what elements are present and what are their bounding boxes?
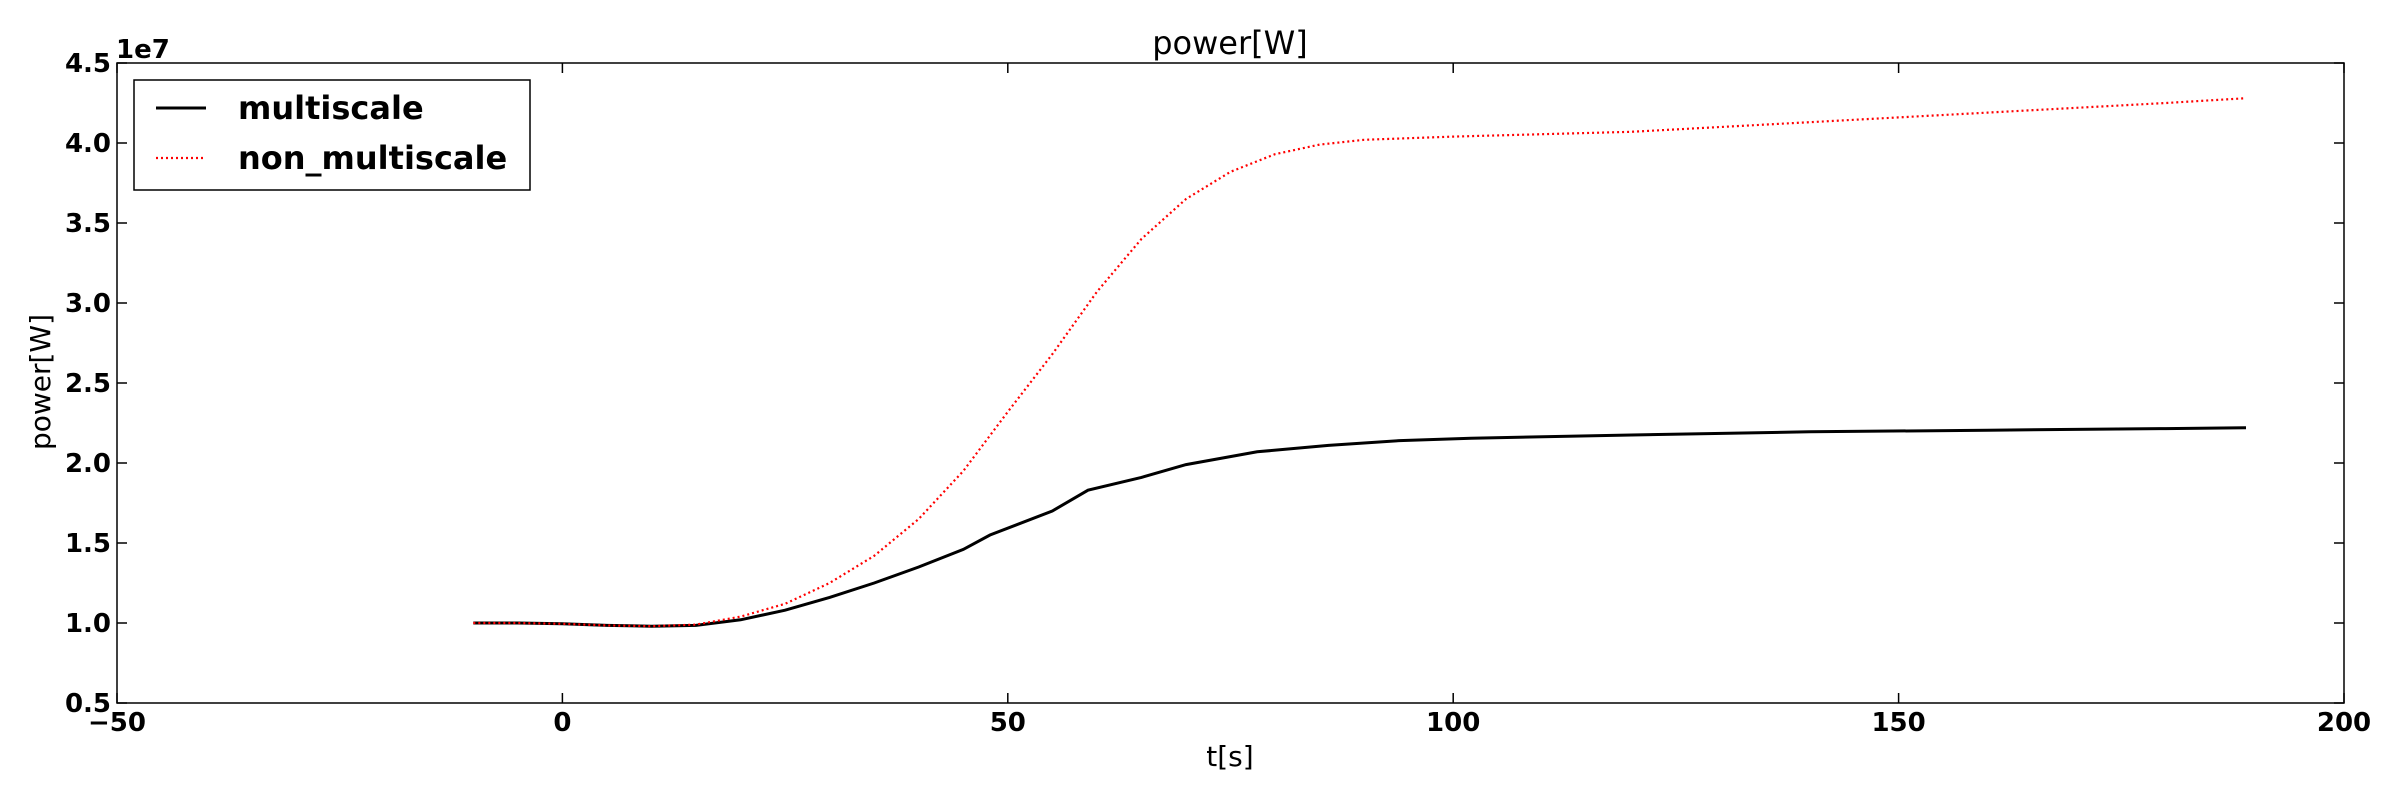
legend: multiscale non_multiscale <box>133 79 531 191</box>
y-axis-offset-label: 1e7 <box>116 35 170 65</box>
x-axis-label: t[s] <box>1206 740 1253 773</box>
y-tick-label: 3.0 <box>65 289 111 319</box>
plot-area: −50 0 50 100 150 200 0.5 1.0 1.5 2.0 2.5 3.0 3.5 4.0 4… <box>65 49 2371 738</box>
y-tick-label: 1.5 <box>65 529 111 559</box>
y-tick-label: 1.0 <box>65 609 111 639</box>
x-tick-label: −50 <box>88 708 146 738</box>
x-tick-label: 50 <box>990 708 1026 738</box>
x-tick-label: 100 <box>1426 708 1480 738</box>
x-tick-label: 200 <box>2317 708 2371 738</box>
series-line-multiscale <box>473 426 2247 628</box>
y-tick-label: 3.5 <box>65 209 111 239</box>
series-line-non_multiscale <box>473 97 2247 628</box>
y-tick-label: 0.5 <box>65 689 111 719</box>
y-tick-label: 4.0 <box>65 129 111 159</box>
y-tick-label: 4.5 <box>65 49 111 79</box>
y-tick-label: 2.5 <box>65 369 111 399</box>
y-tick-label: 2.0 <box>65 449 111 479</box>
chart-title: power[W] <box>1152 24 1308 62</box>
x-tick-label: 150 <box>1871 708 1925 738</box>
y-axis-label: power[W] <box>24 314 57 450</box>
legend-box <box>133 79 531 191</box>
x-tick-label: 0 <box>553 708 571 738</box>
legend-label-non_multiscale: non_multiscale <box>238 139 507 177</box>
legend-label-multiscale: multiscale <box>238 89 424 127</box>
